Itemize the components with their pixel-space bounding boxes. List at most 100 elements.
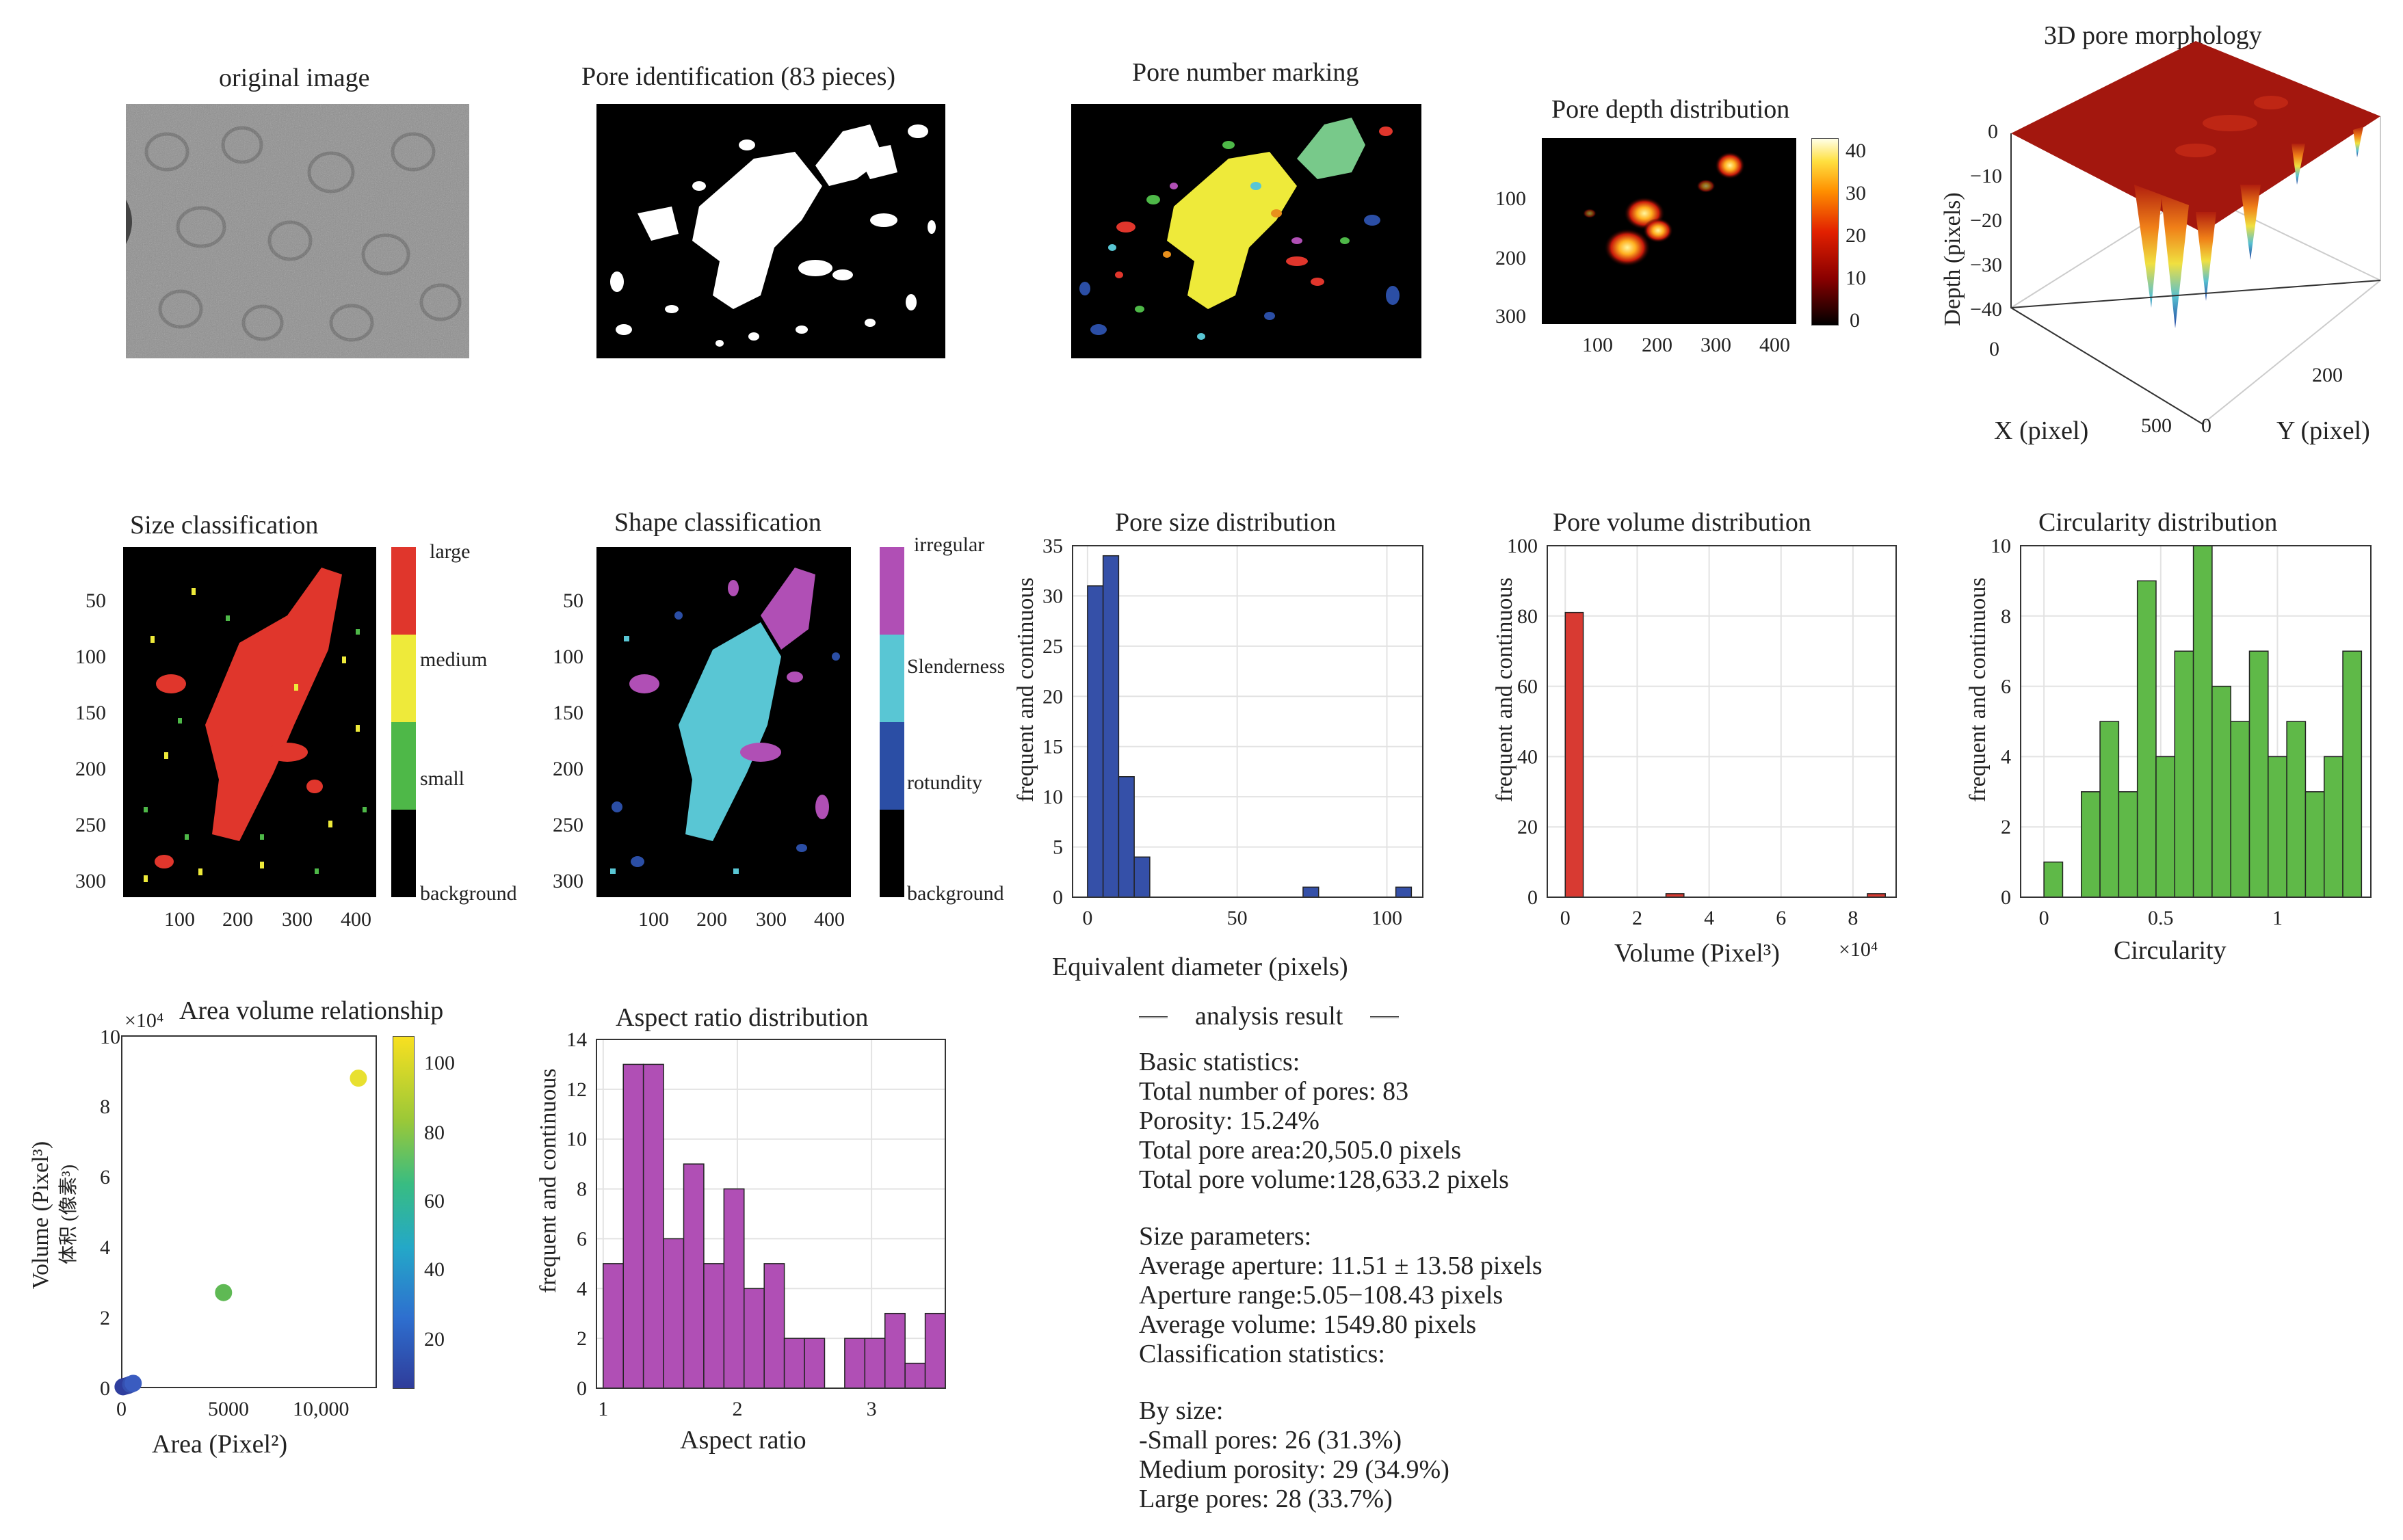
pore-volume-ylabel: frequent and continuous xyxy=(1492,577,1517,802)
depth-ytick-100: 100 xyxy=(1495,187,1526,210)
size-xtick-200: 200 xyxy=(222,908,253,931)
shape-legend-background: background xyxy=(907,882,1004,905)
x-tick-label: 1 xyxy=(2272,907,2283,929)
morph3d-zlabel: Depth (pixels) xyxy=(1940,192,1965,326)
y-tick-label: 20 xyxy=(1517,816,1538,838)
size-legend-small: small xyxy=(420,767,464,790)
y-tick-label: 4 xyxy=(2001,745,2011,768)
size-parameters-title: Size parameters: xyxy=(1139,1222,1312,1251)
av-ytick-4: 4 xyxy=(100,1236,110,1259)
histogram-bar xyxy=(1118,776,1135,898)
histogram-bar xyxy=(904,1362,926,1389)
y-tick-label: 40 xyxy=(1517,745,1538,768)
shape-xtick-100: 100 xyxy=(638,908,669,931)
av-xtick-10000: 10,000 xyxy=(293,1398,350,1420)
av-ytick-10: 10 xyxy=(100,1026,120,1048)
y-tick-label: 60 xyxy=(1517,676,1538,698)
shape-ytick-200: 200 xyxy=(553,758,583,780)
shape-ytick-100: 100 xyxy=(553,646,583,668)
histogram-bar xyxy=(1564,611,1584,898)
pore-binary-map xyxy=(610,124,936,347)
circularity-xlabel: Circularity xyxy=(2114,936,2227,965)
size-legend-background: background xyxy=(420,882,517,905)
analysis-result-block: analysis result Basic statistics: Total … xyxy=(1139,1002,1542,1514)
pore-depth-image xyxy=(1542,138,1796,324)
pore-number-image xyxy=(1071,104,1421,358)
x-tick-label: 6 xyxy=(1776,907,1786,929)
aspect-ratio-ylabel: frequent and continuous xyxy=(536,1068,561,1293)
morph3d-ztick-40: −40 xyxy=(1970,298,2002,321)
y-tick-label: 80 xyxy=(1517,605,1538,628)
analysis-header-row: analysis result xyxy=(1139,1002,1542,1031)
shape-legend-slenderness: Slenderness xyxy=(907,655,1006,678)
pore-size-histogram: 0 50 100 0 5 10 15 20 25 30 35 xyxy=(1042,535,1423,929)
histogram-bar xyxy=(2080,791,2101,898)
y-tick-label: 30 xyxy=(1042,585,1063,607)
plot-frame xyxy=(1547,545,1897,898)
scatter-point xyxy=(215,1284,233,1301)
original-image xyxy=(126,104,469,358)
depth-colorbar xyxy=(1811,138,1839,326)
shape-xtick-400: 400 xyxy=(814,908,845,931)
shape-classification-title: Shape classification xyxy=(614,508,822,537)
analysis-header-rule-left xyxy=(1139,1015,1168,1021)
histogram-bar xyxy=(763,1263,785,1389)
histogram-bar xyxy=(2211,685,2231,898)
shape-ytick-50: 50 xyxy=(563,589,583,612)
circularity-title: Circularity distribution xyxy=(2038,508,2278,537)
histogram-bar xyxy=(1087,585,1104,898)
pore-volume-xlabel: Volume (Pixel³) xyxy=(1614,939,1780,968)
av-cbar-40: 40 xyxy=(424,1258,445,1281)
total-pores: Total number of pores: 83 xyxy=(1139,1077,1409,1106)
x-tick-label: 8 xyxy=(1848,907,1858,929)
av-ytick-0: 0 xyxy=(100,1377,110,1400)
y-tick-label: 10 xyxy=(1991,535,2011,557)
histogram-bar xyxy=(703,1263,725,1389)
size-legend-medium: medium xyxy=(420,648,488,671)
pore-depth-heatmap xyxy=(1583,152,1745,267)
depth-cbar-0: 0 xyxy=(1850,309,1860,332)
x-tick-label: 0 xyxy=(1082,907,1092,929)
size-ytick-50: 50 xyxy=(86,589,106,612)
histogram-bar xyxy=(2136,580,2157,898)
depth-xtick-300: 300 xyxy=(1701,334,1731,356)
histogram-bar xyxy=(783,1338,805,1389)
y-tick-label: 14 xyxy=(566,1028,587,1051)
original-image-title: original image xyxy=(219,64,370,92)
pore-depth-title: Pore depth distribution xyxy=(1551,95,1790,124)
histogram-bar xyxy=(804,1338,826,1389)
histogram-bar xyxy=(2174,650,2194,898)
by-size-title: By size: xyxy=(1139,1396,1224,1425)
pore-number-map xyxy=(1079,118,1400,340)
basic-statistics-title: Basic statistics: xyxy=(1139,1048,1300,1076)
av-xtick-0: 0 xyxy=(116,1398,127,1420)
histogram-bar xyxy=(603,1263,624,1389)
histogram-bar xyxy=(884,1312,906,1389)
y-tick-label: 25 xyxy=(1042,635,1063,658)
morph3d-ztick-20: −20 xyxy=(1970,209,2002,232)
x-tick-label: 0 xyxy=(2039,907,2049,929)
depth-cbar-40: 40 xyxy=(1846,140,1866,162)
scatter-point xyxy=(124,1375,142,1392)
histogram-bar xyxy=(864,1338,886,1389)
y-tick-label: 6 xyxy=(577,1227,587,1250)
aspect-ratio-xlabel: Aspect ratio xyxy=(680,1426,806,1455)
pore-number-title: Pore number marking xyxy=(1132,58,1359,87)
classification-statistics-title: Classification statistics: xyxy=(1139,1340,1385,1368)
large-pores: Large pores: 28 (33.7%) xyxy=(1139,1485,1393,1513)
plot-border xyxy=(1072,545,1423,898)
y-tick-label: 12 xyxy=(566,1078,587,1101)
small-pores: -Small pores: 26 (31.3%) xyxy=(1139,1426,1402,1455)
histogram-bar xyxy=(622,1063,644,1389)
plot-frame xyxy=(121,1035,377,1388)
size-classification-title: Size classification xyxy=(130,511,319,540)
av-ylabel-cn: 体积 (像素³) xyxy=(58,1164,79,1265)
y-tick-label: 20 xyxy=(1042,685,1063,708)
histogram-bar xyxy=(2155,756,2176,898)
original-micrograph xyxy=(126,104,469,358)
plot-border xyxy=(1547,545,1897,898)
depth-cbar-20: 20 xyxy=(1846,224,1866,247)
size-xtick-100: 100 xyxy=(164,908,195,931)
x-tick-label: 0 xyxy=(1560,907,1571,929)
